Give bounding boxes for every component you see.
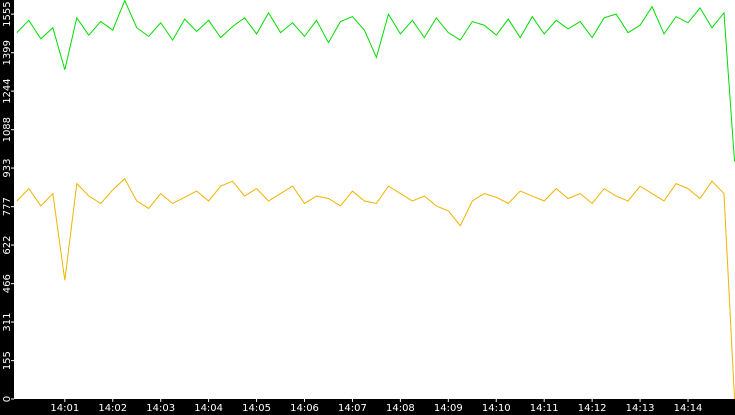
x-tick-label: 14:12 bbox=[578, 403, 607, 414]
x-tick-label: 14:10 bbox=[482, 403, 511, 414]
y-tick-label: 777 bbox=[2, 197, 13, 216]
x-tick-label: 14:04 bbox=[194, 403, 223, 414]
x-tick-label: 14:14 bbox=[674, 403, 703, 414]
y-tick-label: 311 bbox=[2, 312, 13, 331]
x-tick-label: 14:06 bbox=[290, 403, 319, 414]
y-tick-label: 1399 bbox=[2, 40, 13, 65]
x-tick-label: 14:02 bbox=[98, 403, 127, 414]
y-tick-label: 622 bbox=[2, 235, 13, 254]
y-tick-label: 1244 bbox=[2, 78, 13, 103]
x-tick-label: 14:11 bbox=[530, 403, 559, 414]
x-tick-label: 14:01 bbox=[50, 403, 79, 414]
x-tick-label: 14:09 bbox=[434, 403, 463, 414]
x-tick-label: 14:05 bbox=[242, 403, 271, 414]
y-tick-label: 1088 bbox=[2, 117, 13, 142]
y-tick-label: 155 bbox=[2, 351, 13, 370]
x-axis-band bbox=[0, 399, 735, 415]
y-tick-label: 933 bbox=[2, 159, 13, 178]
series-line bbox=[16, 177, 735, 400]
x-tick-label: 14:13 bbox=[626, 403, 655, 414]
x-tick-label: 14:07 bbox=[338, 403, 367, 414]
y-tick-label: 0 bbox=[2, 396, 13, 402]
x-tick-label: 14:08 bbox=[386, 403, 415, 414]
y-axis-band bbox=[0, 0, 14, 415]
series-line bbox=[16, 0, 735, 162]
x-tick-label: 14:03 bbox=[146, 403, 175, 414]
y-tick-label: 1555 bbox=[2, 1, 13, 26]
y-tick-label: 466 bbox=[2, 274, 13, 293]
